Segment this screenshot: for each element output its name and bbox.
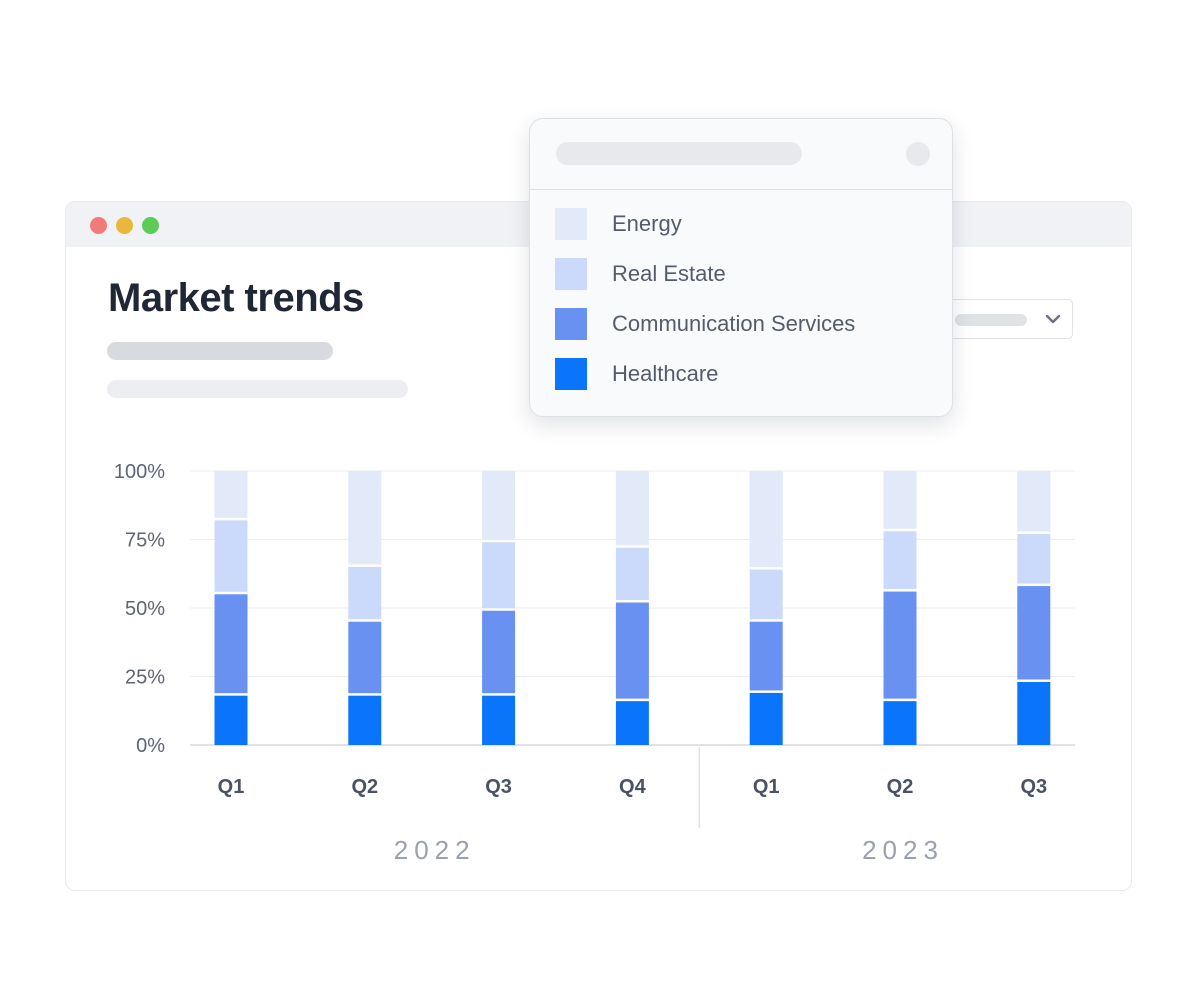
y-tick-label: 75% bbox=[125, 530, 165, 552]
bar-segment-healthcare[interactable] bbox=[214, 695, 248, 745]
bar-segment-real-estate[interactable] bbox=[214, 520, 248, 592]
bar-segment-energy[interactable] bbox=[749, 471, 783, 568]
legend-popup: Energy Real Estate Communication Service… bbox=[529, 118, 953, 417]
bar-segment-healthcare[interactable] bbox=[348, 695, 382, 745]
legend-swatch bbox=[555, 208, 587, 240]
bar-segment-communication-services[interactable] bbox=[214, 594, 248, 694]
legend-item-communication-services[interactable]: Communication Services bbox=[555, 308, 855, 340]
legend-item-real-estate[interactable]: Real Estate bbox=[555, 258, 726, 290]
maximize-window-button[interactable] bbox=[142, 217, 159, 234]
legend-label: Energy bbox=[612, 211, 682, 236]
x-tick-label: Q3 bbox=[485, 776, 512, 798]
description-placeholder bbox=[107, 380, 408, 398]
bar-segment-communication-services[interactable] bbox=[1017, 586, 1051, 680]
x-tick-label: Q2 bbox=[351, 776, 378, 798]
legend-swatch bbox=[555, 358, 587, 390]
bar-segment-energy[interactable] bbox=[615, 471, 649, 546]
bar-segment-communication-services[interactable] bbox=[348, 621, 382, 694]
bar-segment-communication-services[interactable] bbox=[749, 621, 783, 691]
bars bbox=[214, 471, 1051, 745]
legend-label: Healthcare bbox=[612, 361, 719, 386]
chevron-down-icon bbox=[1045, 314, 1061, 324]
year-label: 2022 bbox=[394, 835, 476, 865]
y-tick-label: 100% bbox=[114, 461, 165, 483]
bar-segment-healthcare[interactable] bbox=[615, 701, 649, 745]
bar-segment-real-estate[interactable] bbox=[482, 542, 516, 609]
bar-segment-real-estate[interactable] bbox=[1017, 534, 1051, 584]
bar-segment-communication-services[interactable] bbox=[482, 610, 516, 694]
bar-segment-real-estate[interactable] bbox=[883, 531, 917, 590]
legend-label: Communication Services bbox=[612, 311, 856, 336]
bar-segment-energy[interactable] bbox=[482, 471, 516, 540]
x-axis-ticks: Q1 Q2 Q3 Q4 Q1 Q2 Q3 bbox=[218, 776, 1047, 798]
subtitle-placeholder bbox=[107, 342, 333, 360]
legend-swatch bbox=[555, 308, 587, 340]
bar-segment-communication-services[interactable] bbox=[883, 591, 917, 699]
close-window-button[interactable] bbox=[90, 217, 107, 234]
year-label: 2023 bbox=[862, 835, 944, 865]
year-labels: 2022 2023 bbox=[394, 747, 944, 865]
bar-segment-real-estate[interactable] bbox=[348, 566, 382, 620]
minimize-window-button[interactable] bbox=[116, 217, 133, 234]
bar-segment-healthcare[interactable] bbox=[1017, 681, 1051, 745]
bar-segment-energy[interactable] bbox=[214, 471, 248, 518]
bar-segment-real-estate[interactable] bbox=[615, 547, 649, 601]
legend-header-placeholder bbox=[556, 142, 802, 165]
x-tick-label: Q1 bbox=[218, 776, 245, 798]
bar-segment-energy[interactable] bbox=[883, 471, 917, 529]
legend-popup-header bbox=[530, 119, 952, 190]
bar-segment-energy[interactable] bbox=[348, 471, 382, 565]
y-tick-label: 50% bbox=[125, 598, 165, 620]
bar-segment-healthcare[interactable] bbox=[749, 692, 783, 745]
bar-segment-healthcare[interactable] bbox=[883, 701, 917, 745]
page-title: Market trends bbox=[108, 276, 364, 320]
x-tick-label: Q3 bbox=[1020, 776, 1047, 798]
y-tick-label: 25% bbox=[125, 667, 165, 689]
legend-item-healthcare[interactable]: Healthcare bbox=[555, 358, 718, 390]
legend-label: Real Estate bbox=[612, 261, 726, 286]
x-tick-label: Q4 bbox=[619, 776, 647, 798]
bar-segment-energy[interactable] bbox=[1017, 471, 1051, 532]
x-tick-label: Q2 bbox=[887, 776, 914, 798]
legend-close-icon[interactable] bbox=[906, 142, 930, 166]
legend-swatch bbox=[555, 258, 587, 290]
bar-segment-real-estate[interactable] bbox=[749, 569, 783, 620]
bar-segment-communication-services[interactable] bbox=[615, 602, 649, 699]
y-axis-ticks: 0% 25% 50% 75% 100% bbox=[114, 461, 165, 757]
x-tick-label: Q1 bbox=[753, 776, 780, 798]
legend-item-energy[interactable]: Energy bbox=[555, 208, 682, 240]
select-value-placeholder bbox=[955, 314, 1027, 326]
y-tick-label: 0% bbox=[136, 735, 165, 757]
bar-segment-healthcare[interactable] bbox=[482, 695, 516, 745]
